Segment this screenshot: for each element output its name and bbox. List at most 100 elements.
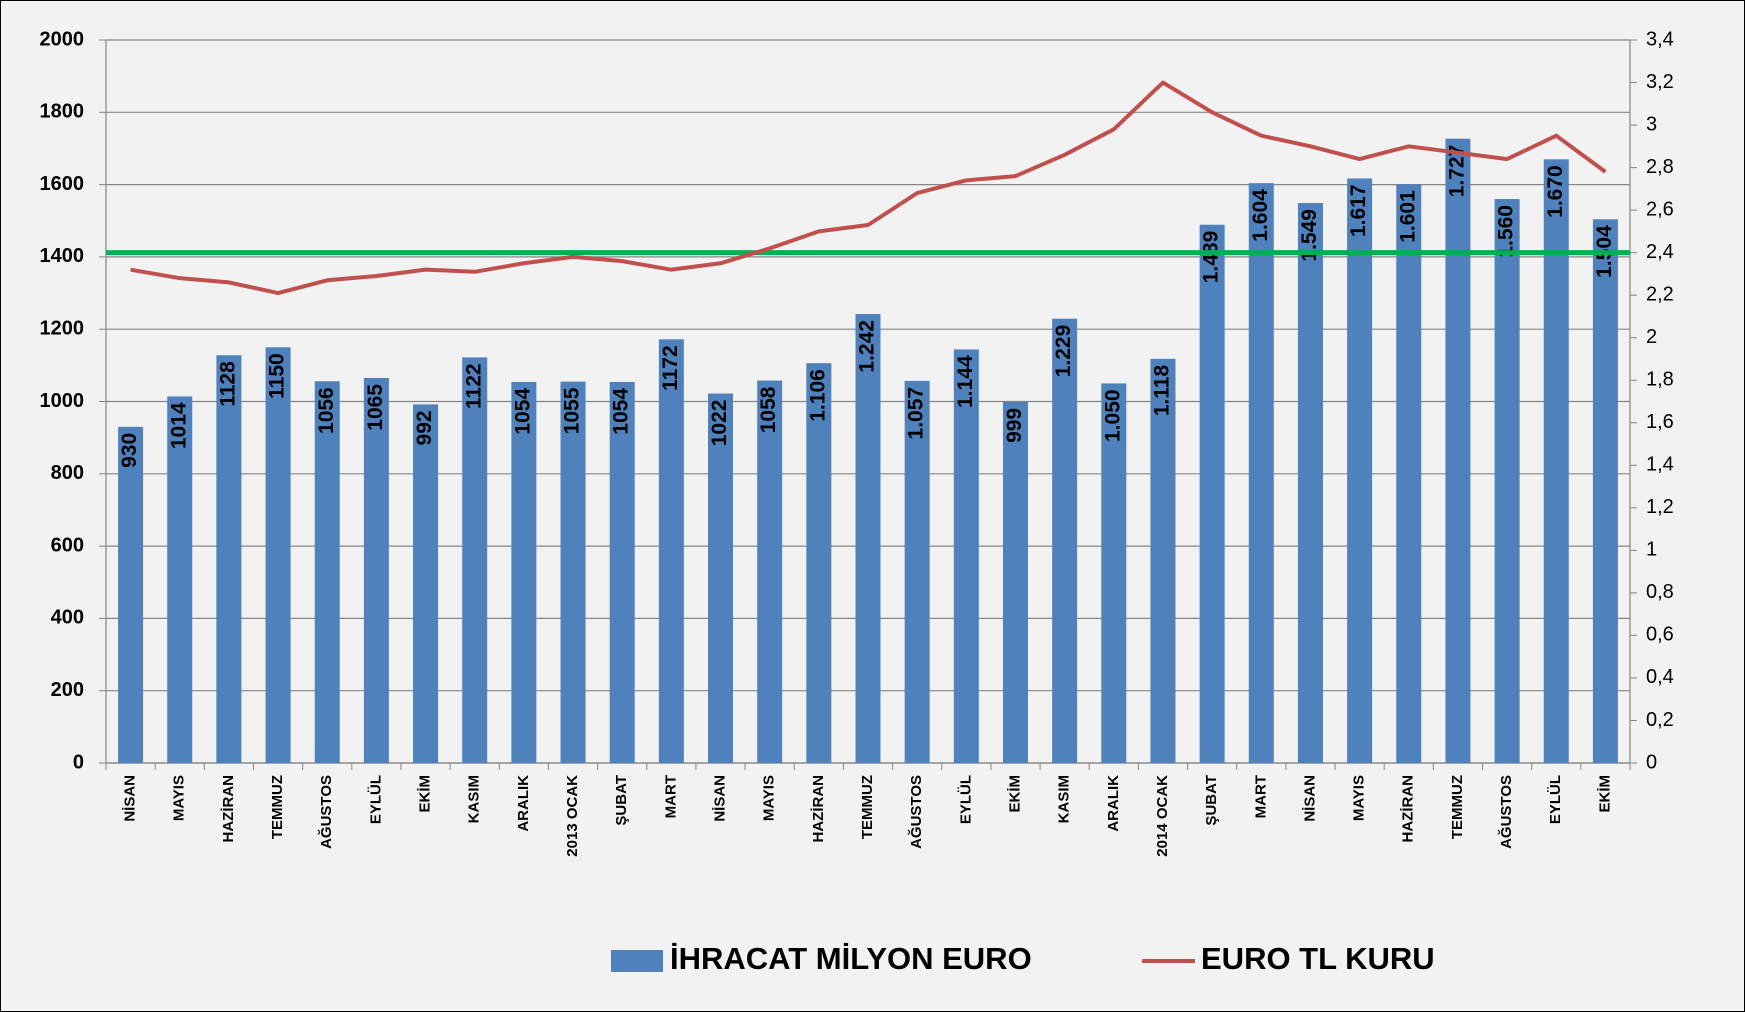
y2-tick-label: 1,4 — [1646, 454, 1674, 476]
x-tick-label: 2014 OCAK — [1154, 775, 1171, 857]
data-label: 1.144 — [954, 355, 977, 408]
data-label: 1128 — [216, 361, 239, 407]
bar — [757, 380, 783, 763]
y2-tick-label: 1,8 — [1646, 369, 1674, 391]
data-label: 1.057 — [905, 387, 928, 440]
x-tick-label: 2013 OCAK — [564, 775, 581, 857]
x-tick-label: MART — [662, 775, 679, 818]
y2-tick-label: 0,2 — [1646, 709, 1674, 731]
y-tick-label: 0 — [73, 751, 84, 773]
y2-tick-label: 1 — [1646, 539, 1657, 561]
data-label: 1172 — [659, 345, 682, 391]
y-tick-label: 1000 — [40, 390, 85, 412]
data-label: 1.601 — [1396, 190, 1419, 243]
data-label: 1.106 — [806, 369, 829, 422]
y2-tick-label: 2,8 — [1646, 156, 1674, 178]
x-tick-label: KASIM — [1056, 775, 1073, 823]
x-tick-label: HAZİRAN — [810, 775, 827, 843]
bar — [953, 349, 979, 763]
y-tick-label: 1600 — [40, 173, 85, 195]
bar — [708, 393, 734, 763]
data-label: 1058 — [757, 386, 780, 433]
bar — [413, 404, 439, 763]
bar — [1347, 178, 1373, 764]
y-tick-label: 800 — [51, 462, 84, 484]
x-tick-label: MART — [1252, 775, 1269, 818]
x-tick-label: EYLÜL — [1547, 775, 1564, 824]
x-tick-label: TEMMUZ — [269, 775, 286, 839]
bar — [560, 381, 586, 763]
x-tick-label: ARALIK — [1105, 775, 1122, 832]
y2-tick-label: 2 — [1646, 326, 1657, 348]
data-label: 1.617 — [1347, 184, 1370, 237]
data-label: 1022 — [708, 400, 731, 447]
bar — [1101, 383, 1127, 763]
data-label: 930 — [118, 433, 141, 468]
bar — [1396, 184, 1422, 763]
x-tick-label: TEMMUZ — [859, 775, 876, 839]
x-tick-label: EKİM — [1006, 775, 1023, 813]
bar — [1052, 318, 1078, 763]
x-tick-label: ARALIK — [515, 775, 532, 832]
data-label: 1.489 — [1200, 231, 1223, 284]
data-label: 999 — [1003, 408, 1026, 443]
data-label: 1065 — [364, 384, 387, 431]
x-tick-label: MAYIS — [1351, 775, 1368, 821]
x-tick-label: MAYIS — [761, 775, 778, 821]
data-label: 1.229 — [1052, 325, 1075, 378]
bar — [118, 426, 144, 763]
y2-tick-label: 2,2 — [1646, 283, 1674, 305]
x-tick-label: EYLÜL — [957, 775, 974, 824]
data-label: 1.050 — [1101, 389, 1124, 442]
x-tick-label: HAZİRAN — [1400, 775, 1417, 843]
y-tick-label: 200 — [51, 679, 84, 701]
y2-tick-label: 0 — [1646, 751, 1657, 773]
bar — [1150, 358, 1176, 763]
y2-tick-label: 2,6 — [1646, 198, 1674, 220]
y2-tick-label: 1,6 — [1646, 411, 1674, 433]
data-label: 992 — [413, 410, 436, 445]
x-tick-label: KASIM — [466, 775, 483, 823]
data-label: 1.118 — [1151, 365, 1174, 417]
y-tick-label: 1800 — [40, 101, 85, 123]
bar — [658, 339, 684, 763]
y-tick-label: 1200 — [40, 317, 85, 339]
legend-label: EURO TL KURU — [1201, 941, 1435, 976]
data-label: 1.549 — [1298, 209, 1321, 262]
y2-tick-label: 0,6 — [1646, 624, 1674, 646]
y2-tick-label: 3 — [1646, 113, 1657, 135]
y2-tick-label: 0,8 — [1646, 581, 1674, 603]
bar — [1002, 401, 1028, 763]
x-tick-label: AĞUSTOS — [1497, 775, 1515, 849]
data-label: 1056 — [315, 387, 338, 434]
data-label: 1014 — [167, 402, 190, 449]
bar — [1445, 138, 1471, 763]
bar — [511, 381, 537, 763]
bar — [1494, 199, 1520, 763]
bar — [1543, 159, 1569, 764]
bar — [216, 355, 242, 763]
x-tick-label: EYLÜL — [367, 775, 384, 824]
y-tick-label: 2000 — [40, 28, 85, 50]
x-tick-label: EKİM — [417, 775, 434, 813]
x-tick-label: EKİM — [1596, 775, 1613, 813]
x-tick-label: AĞUSTOS — [317, 775, 335, 849]
bar — [265, 347, 291, 763]
data-label: 1.670 — [1544, 165, 1567, 218]
x-tick-label: NİSAN — [1301, 775, 1318, 822]
bar — [1199, 224, 1225, 763]
x-tick-label: NİSAN — [122, 775, 139, 822]
data-label: 1.604 — [1249, 189, 1272, 242]
bar — [1297, 203, 1323, 763]
bar — [314, 381, 340, 763]
data-label: 1054 — [511, 388, 534, 435]
bar — [855, 314, 881, 763]
x-tick-label: AĞUSTOS — [907, 775, 925, 849]
line — [130, 80, 1607, 296]
data-label: 1.242 — [856, 320, 879, 373]
x-tick-label: TEMMUZ — [1449, 775, 1466, 839]
legend-label: İHRACAT MİLYON EURO — [670, 941, 1032, 976]
bar — [1592, 219, 1618, 763]
y2-tick-label: 3,2 — [1646, 71, 1674, 93]
